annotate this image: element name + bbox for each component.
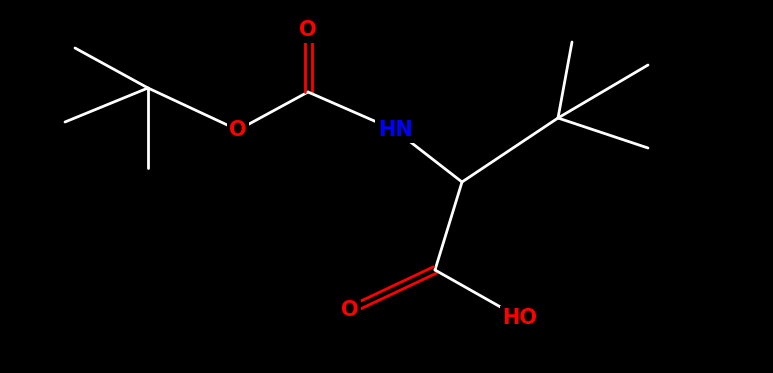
Text: HO: HO: [502, 308, 537, 328]
Text: O: O: [299, 20, 317, 40]
Text: O: O: [341, 300, 359, 320]
Text: HN: HN: [378, 120, 412, 140]
Text: O: O: [229, 120, 247, 140]
